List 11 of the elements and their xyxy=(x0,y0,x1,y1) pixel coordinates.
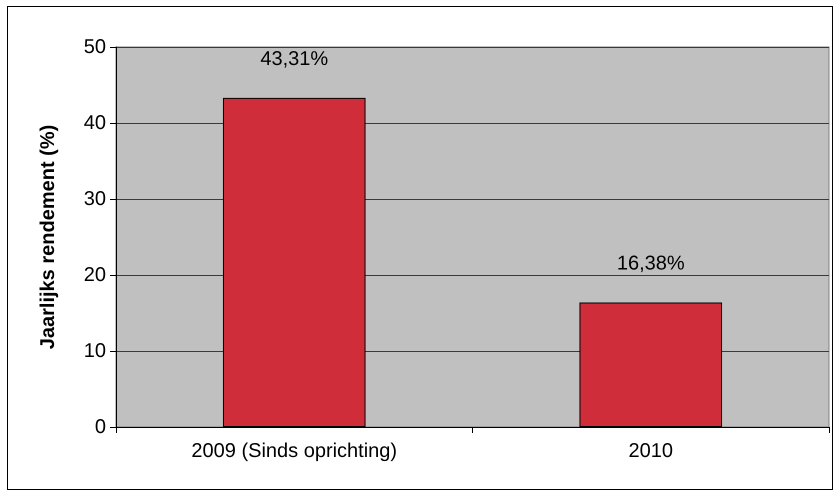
y-axis-title: Jaarlijks rendement (%) xyxy=(37,124,59,350)
data-label: 16,38% xyxy=(616,252,685,275)
y-tick-label: 40 xyxy=(84,112,106,134)
data-label: 43,31% xyxy=(260,48,328,70)
x-tick-label: 2009 (Sinds oprichting) xyxy=(191,440,398,462)
x-tick-label: 2010 xyxy=(628,440,673,462)
y-tick-label: 20 xyxy=(84,264,106,286)
y-tick-label: 50 xyxy=(84,36,106,58)
y-tick-label: 30 xyxy=(84,188,106,210)
y-tick-label: 0 xyxy=(94,416,106,438)
y-tick-label: 10 xyxy=(84,340,106,362)
